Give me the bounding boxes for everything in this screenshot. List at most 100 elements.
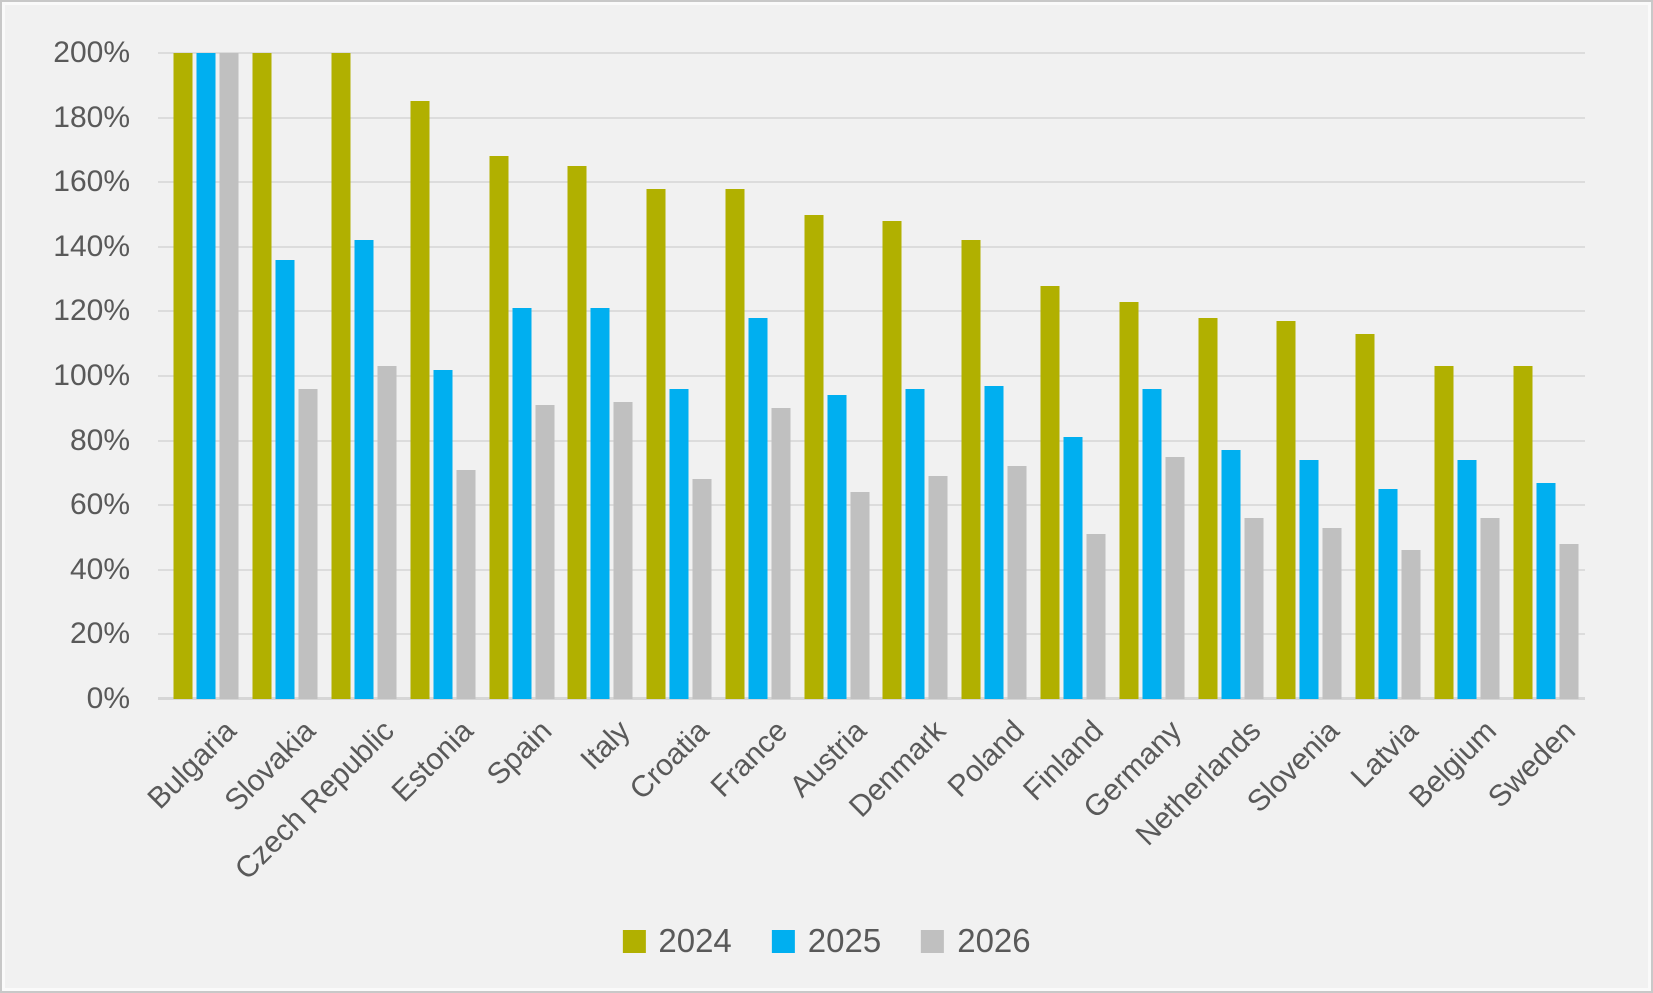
bar-latvia-2026 [1401, 550, 1421, 699]
bar-poland-2026 [1007, 466, 1027, 699]
bar-croatia-2025 [669, 388, 689, 699]
y-tick-label: 180% [53, 100, 130, 134]
bar-group-bulgaria [173, 53, 239, 699]
legend-item-2025: 2025 [771, 922, 882, 960]
bar-denmark-2024 [882, 220, 902, 699]
gridline-60 [158, 504, 1585, 507]
bar-netherlands-2026 [1244, 518, 1263, 699]
legend-swatch-2024 [622, 929, 646, 953]
bar-group-croatia [646, 53, 712, 699]
gridline-200 [158, 52, 1585, 54]
bar-sweden-2024 [1513, 366, 1533, 699]
x-tick-label-poland: Poland [941, 714, 1031, 804]
bar-latvia-2024 [1355, 334, 1375, 699]
gridline-40 [158, 568, 1585, 571]
bar-czech-republic-2026 [377, 366, 397, 699]
y-tick-label: 60% [69, 488, 130, 522]
bar-group-slovakia [252, 53, 318, 699]
bar-belgium-2024 [1434, 366, 1454, 699]
y-tick-label: 200% [53, 36, 130, 69]
y-tick-label: 80% [69, 423, 130, 457]
bar-finland-2026 [1086, 534, 1106, 699]
bar-france-2025 [748, 317, 768, 699]
bar-germany-2025 [1142, 388, 1162, 699]
legend-label: 2024 [658, 922, 732, 959]
bar-spain-2025 [512, 308, 531, 699]
legend: 2024 2025 2026 [622, 922, 1031, 960]
legend-swatch-2026 [921, 929, 945, 953]
bar-group-france [725, 53, 791, 699]
bar-bulgaria-2026 [219, 53, 239, 699]
gridline-80 [158, 439, 1585, 442]
y-tick-label: 20% [69, 617, 130, 651]
bar-group-latvia [1355, 53, 1421, 699]
bar-poland-2024 [961, 240, 981, 699]
bar-germany-2024 [1119, 301, 1139, 699]
bar-estonia-2025 [433, 369, 453, 699]
bar-slovenia-2024 [1276, 321, 1296, 699]
bar-estonia-2026 [456, 469, 476, 699]
bar-france-2024 [725, 188, 745, 699]
bar-netherlands-2024 [1198, 317, 1217, 699]
bar-slovenia-2026 [1322, 527, 1342, 699]
bar-slovenia-2025 [1299, 459, 1319, 699]
bar-croatia-2024 [646, 188, 666, 699]
bar-denmark-2025 [905, 388, 925, 699]
bar-slovakia-2024 [252, 53, 272, 699]
bar-germany-2026 [1165, 456, 1185, 699]
bar-bulgaria-2025 [196, 53, 216, 699]
x-tick-label-sweden: Sweden [1482, 714, 1583, 815]
bar-group-slovenia [1276, 53, 1342, 699]
bar-czech-republic-2024 [331, 53, 351, 699]
y-axis: 0% 20% 40% 60% 80% 100% 120% 140% 160% 180% 200% [2, 37, 152, 715]
y-tick-label: 100% [53, 359, 130, 392]
bar-croatia-2026 [692, 479, 712, 699]
y-tick-label: 140% [53, 229, 130, 263]
x-tick-label-italy: Italy [574, 714, 637, 777]
x-axis: Bulgaria Slovakia Czech Republic Estonia Spa… [2, 699, 1651, 899]
bar-italy-2026 [613, 401, 633, 699]
y-tick-label: 160% [53, 165, 130, 199]
gridline-160 [158, 181, 1585, 184]
bar-group-sweden [1513, 53, 1579, 699]
y-tick-label: 0% [86, 682, 130, 715]
bar-sweden-2026 [1559, 543, 1579, 699]
y-tick-label: 40% [69, 552, 130, 586]
bar-group-estonia [410, 53, 476, 699]
x-tick-label-estonia: Estonia [385, 714, 480, 809]
bar-belgium-2026 [1480, 518, 1500, 699]
bar-austria-2025 [827, 395, 847, 699]
bar-group-germany [1119, 53, 1185, 699]
bar-slovakia-2025 [275, 259, 295, 699]
y-tick-label: 120% [53, 294, 130, 328]
bar-finland-2025 [1063, 437, 1083, 699]
bar-group-italy [567, 53, 633, 699]
bar-group-finland [1040, 53, 1106, 699]
plot-area [158, 52, 1585, 700]
legend-label: 2026 [957, 922, 1031, 959]
gridline-180 [158, 116, 1585, 119]
bar-finland-2024 [1040, 285, 1060, 699]
bar-slovakia-2026 [298, 388, 318, 699]
gridline-140 [158, 245, 1585, 248]
bar-austria-2024 [804, 214, 824, 699]
legend-item-2026: 2026 [921, 922, 1031, 960]
legend-label: 2025 [807, 922, 882, 959]
bar-czech-republic-2025 [354, 240, 374, 699]
bar-group-poland [961, 53, 1027, 699]
bar-group-czech-republic [331, 53, 397, 699]
x-tick-label-france: France [705, 714, 795, 804]
bar-sweden-2025 [1536, 482, 1556, 699]
bar-italy-2024 [567, 166, 587, 699]
x-tick-label-belgium: Belgium [1403, 714, 1504, 815]
x-tick-label-spain: Spain [480, 714, 559, 792]
bar-estonia-2024 [410, 101, 430, 699]
bar-latvia-2025 [1378, 489, 1398, 699]
bar-spain-2024 [489, 156, 508, 699]
bar-spain-2026 [535, 405, 554, 699]
x-axis-line [158, 697, 1585, 700]
bar-group-austria [804, 53, 870, 699]
bar-netherlands-2025 [1221, 450, 1240, 699]
bar-group-denmark [882, 53, 948, 699]
